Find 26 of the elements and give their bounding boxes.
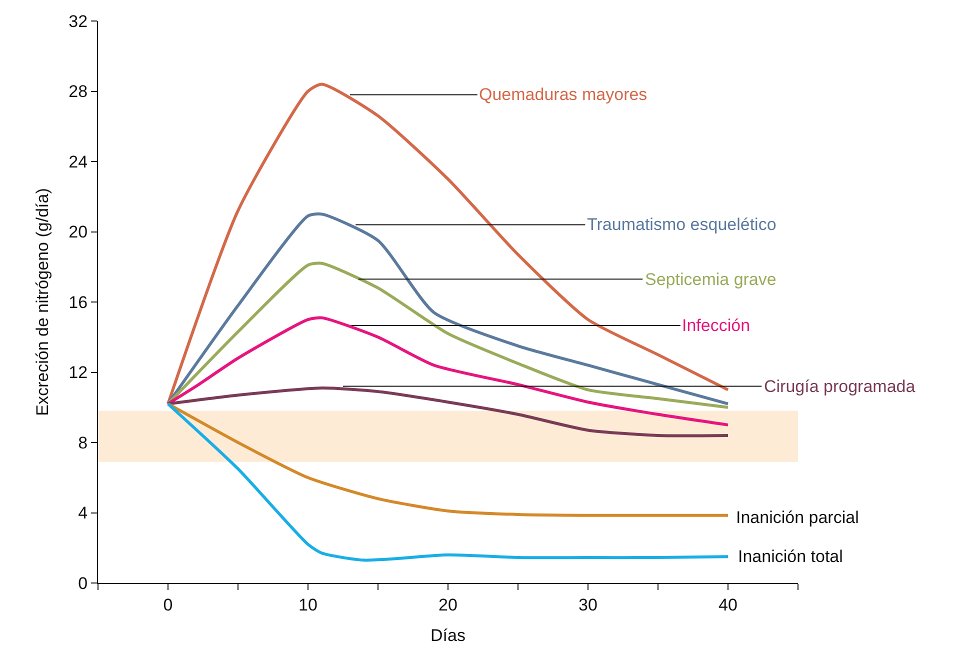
text: Cirugía programada	[764, 377, 916, 396]
y-tick-label: 4	[78, 504, 88, 523]
series-label: Inanición parcial	[736, 508, 859, 527]
y-tick-label: 24	[68, 152, 88, 172]
line-series	[166, 402, 730, 517]
series-label: Inanición total	[738, 547, 843, 566]
text: Septicemia grave	[645, 270, 776, 289]
text: Quemaduras mayores	[479, 85, 648, 104]
line-series	[166, 402, 730, 562]
x-tick-label: 0	[163, 595, 173, 614]
x-tick-label: 20	[438, 595, 458, 614]
x-axis-title: Días	[430, 626, 466, 645]
y-tick-label: 16	[68, 292, 88, 312]
x-tick-label: 10	[298, 595, 318, 614]
y-tick-label: 32	[68, 12, 88, 31]
y-tick-label: 28	[68, 82, 88, 102]
line-series	[166, 386, 730, 438]
x-tick-label: 40	[718, 595, 738, 614]
y-tick-label: 0	[78, 574, 88, 593]
y-tick-label: 12	[68, 363, 88, 382]
text: Infección	[682, 316, 750, 335]
y-tick-label: 20	[68, 222, 88, 242]
text: Traumatismo esquelético	[587, 215, 776, 234]
y-axis-title: Excreción de nitrógeno (g/día)	[33, 188, 52, 416]
y-tick-label: 8	[78, 433, 88, 452]
x-tick-label: 30	[578, 595, 598, 614]
